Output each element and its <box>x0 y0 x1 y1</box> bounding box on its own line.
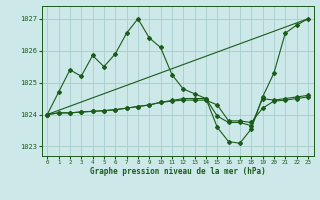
X-axis label: Graphe pression niveau de la mer (hPa): Graphe pression niveau de la mer (hPa) <box>90 167 266 176</box>
